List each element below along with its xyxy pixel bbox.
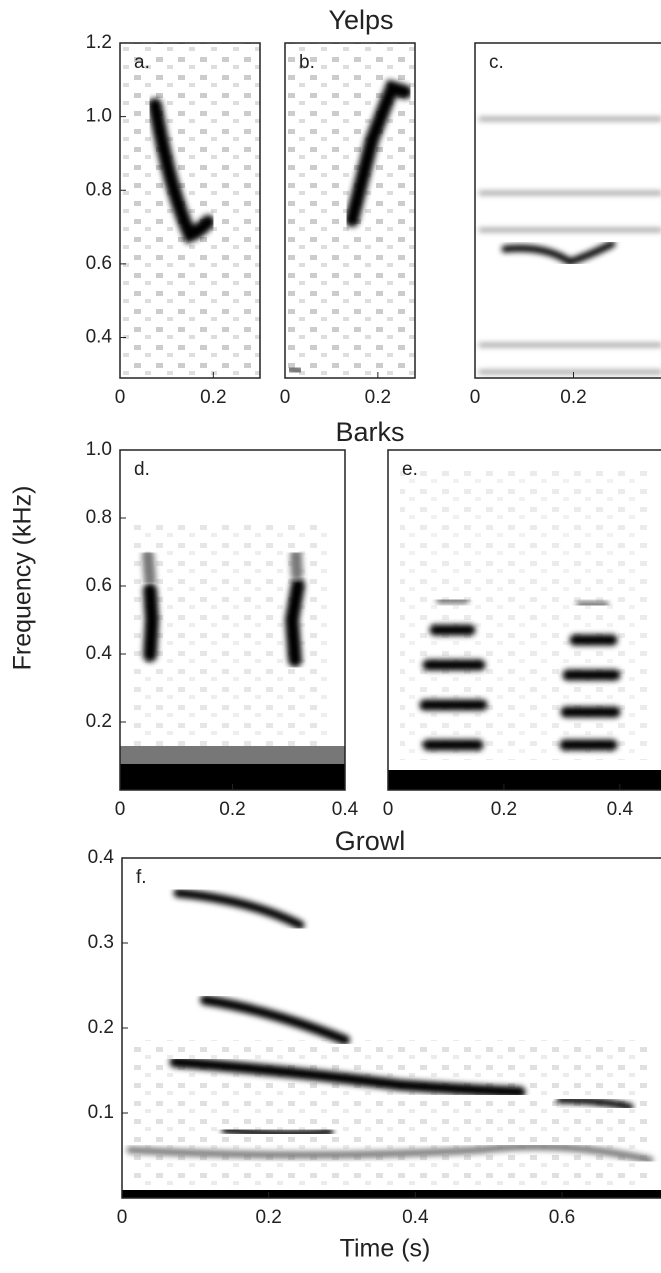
x-tick-label: 0.4 bbox=[402, 1207, 429, 1228]
panel-label: d. bbox=[134, 459, 150, 480]
spectrogram-energy bbox=[148, 98, 215, 244]
x-tick-label: 0.2 bbox=[491, 799, 517, 820]
y-tick-label: 0.4 bbox=[86, 327, 113, 348]
x-tick-label: 0.2 bbox=[200, 387, 226, 408]
section-title: Growl bbox=[335, 826, 406, 856]
panel-frame bbox=[284, 42, 416, 379]
x-tick-label: 0.4 bbox=[607, 799, 634, 820]
spectrogram-energy bbox=[388, 596, 661, 790]
panel-label: f. bbox=[136, 867, 147, 888]
x-tick-label: 0 bbox=[117, 1207, 128, 1228]
y-tick-label: 0.6 bbox=[86, 253, 112, 274]
x-tick-label: 0.2 bbox=[560, 387, 586, 408]
spectrogram-energy bbox=[478, 117, 661, 374]
panel-frame bbox=[474, 42, 661, 379]
panel-frame bbox=[119, 42, 261, 379]
x-axis-label: Time (s) bbox=[340, 1235, 431, 1263]
spectrogram-energy bbox=[122, 888, 661, 1198]
y-tick-label: 0.1 bbox=[88, 1102, 114, 1123]
x-tick-label: 0.2 bbox=[219, 799, 245, 820]
y-tick-label: 0.2 bbox=[86, 711, 112, 732]
x-tick-label: 0 bbox=[280, 387, 291, 408]
y-axis-label: Frequency (kHz) bbox=[9, 486, 37, 671]
spectrogram-texture bbox=[120, 43, 650, 1190]
y-tick-label: 0.4 bbox=[86, 643, 113, 664]
y-tick-label: 0.4 bbox=[88, 847, 115, 868]
spectrogram-energy bbox=[120, 549, 345, 790]
x-tick-label: 0.2 bbox=[255, 1207, 281, 1228]
section-title: Barks bbox=[335, 417, 404, 447]
y-tick-label: 1.0 bbox=[86, 106, 112, 127]
y-tick-label: 1.0 bbox=[86, 439, 112, 460]
y-tick-label: 0.3 bbox=[88, 932, 114, 953]
panel-label: c. bbox=[489, 52, 504, 73]
y-tick-label: 0.8 bbox=[86, 507, 112, 528]
x-tick-label: 0.2 bbox=[365, 387, 391, 408]
panel-label: b. bbox=[299, 52, 315, 73]
x-tick-label: 0.4 bbox=[332, 799, 359, 820]
panel-frame bbox=[387, 449, 661, 791]
panel-label: e. bbox=[402, 459, 418, 480]
x-tick-label: 0.6 bbox=[549, 1207, 575, 1228]
y-tick-label: 0.8 bbox=[86, 179, 112, 200]
y-tick-label: 0.6 bbox=[86, 575, 112, 596]
y-tick-label: 0.2 bbox=[88, 1017, 114, 1038]
spectrogram-energy bbox=[285, 79, 412, 378]
x-tick-label: 0 bbox=[470, 387, 481, 408]
section-title: Yelps bbox=[328, 5, 393, 35]
x-tick-label: 0 bbox=[383, 799, 394, 820]
x-tick-label: 0 bbox=[115, 387, 126, 408]
panel-label: a. bbox=[134, 52, 150, 73]
x-tick-label: 0 bbox=[115, 799, 126, 820]
y-tick-label: 1.2 bbox=[86, 32, 112, 53]
